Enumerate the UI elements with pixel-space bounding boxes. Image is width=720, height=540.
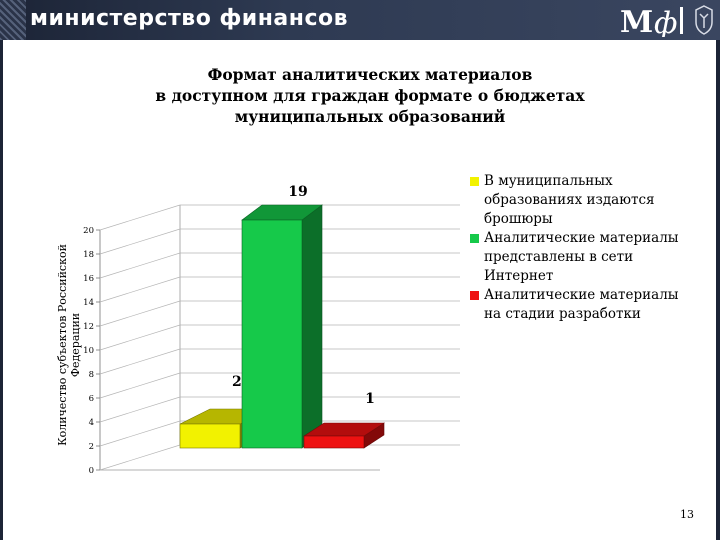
gridline-side-8 [99, 348, 181, 375]
legend-label-brochures: В муниципальных образованиях издаются бр… [484, 173, 655, 227]
bar-front-2 [303, 435, 365, 449]
gridline-side-4 [99, 396, 181, 423]
data-label-1: 19 [288, 184, 307, 200]
chart-title-line-3: муниципальных образований [234, 107, 506, 126]
y-tick-label-18: 18 [83, 250, 94, 260]
y-tick-label-16: 16 [83, 274, 94, 284]
legend-swatch-brochures [470, 177, 479, 186]
gridline-side-12 [99, 300, 181, 327]
bar-side-1 [301, 204, 323, 449]
ministry-name: министерство финансов [30, 6, 349, 31]
data-label-0: 2 [232, 374, 242, 390]
chart-title-line-2: в доступном для граждан формате о бюджет… [155, 86, 585, 105]
gridline-side-0 [99, 444, 181, 471]
gridline-side-10 [99, 324, 181, 351]
minfin-logo-icon: М ф [620, 5, 683, 37]
chart-legend: В муниципальных образованиях издаются бр… [470, 172, 680, 324]
legend-item-brochures: В муниципальных образованиях издаются бр… [470, 172, 680, 229]
chart-title-line-1: Формат аналитических материалов [207, 65, 533, 84]
y-tick-label-14: 14 [83, 298, 94, 308]
y-tick-label-20: 20 [83, 226, 94, 236]
bar-front-0 [179, 423, 241, 449]
svg-text:М: М [620, 5, 653, 37]
gridline-side-14 [99, 276, 181, 303]
y-tick-label-0: 0 [89, 466, 94, 476]
y-tick-label-8: 8 [89, 370, 94, 380]
frame-left [0, 40, 3, 540]
legend-item-development: Аналитические материалы на стадии разраб… [470, 286, 680, 324]
gridline-side-18 [99, 228, 181, 255]
legend-item-internet: Аналитические материалы представлены в с… [470, 229, 680, 286]
header-bar: министерство финансов М ф [0, 0, 720, 40]
gridline-side-16 [99, 252, 181, 279]
bar-front-1 [241, 219, 303, 449]
legend-label-development: Аналитические материалы на стадии разраб… [484, 287, 679, 322]
chart-title: Формат аналитических материалов в доступ… [120, 64, 620, 127]
legend-label-internet: Аналитические материалы представлены в с… [484, 230, 679, 284]
page-number: 13 [680, 508, 694, 521]
y-tick-label-4: 4 [89, 418, 94, 428]
gridline-side-2 [99, 420, 181, 447]
y-tick-label-6: 6 [89, 394, 94, 404]
frame-right [716, 40, 720, 540]
legend-swatch-development [470, 291, 479, 300]
y-tick-label-2: 2 [89, 442, 94, 452]
legend-swatch-internet [470, 234, 479, 243]
y-tick-label-10: 10 [83, 346, 94, 356]
header-ornament [0, 0, 26, 40]
data-label-2: 1 [365, 391, 375, 407]
state-emblem-icon [695, 5, 713, 35]
gridline-side-20 [99, 204, 181, 231]
gridline-side-6 [99, 372, 181, 399]
svg-text:ф: ф [654, 6, 677, 37]
y-tick-label-12: 12 [83, 322, 94, 332]
